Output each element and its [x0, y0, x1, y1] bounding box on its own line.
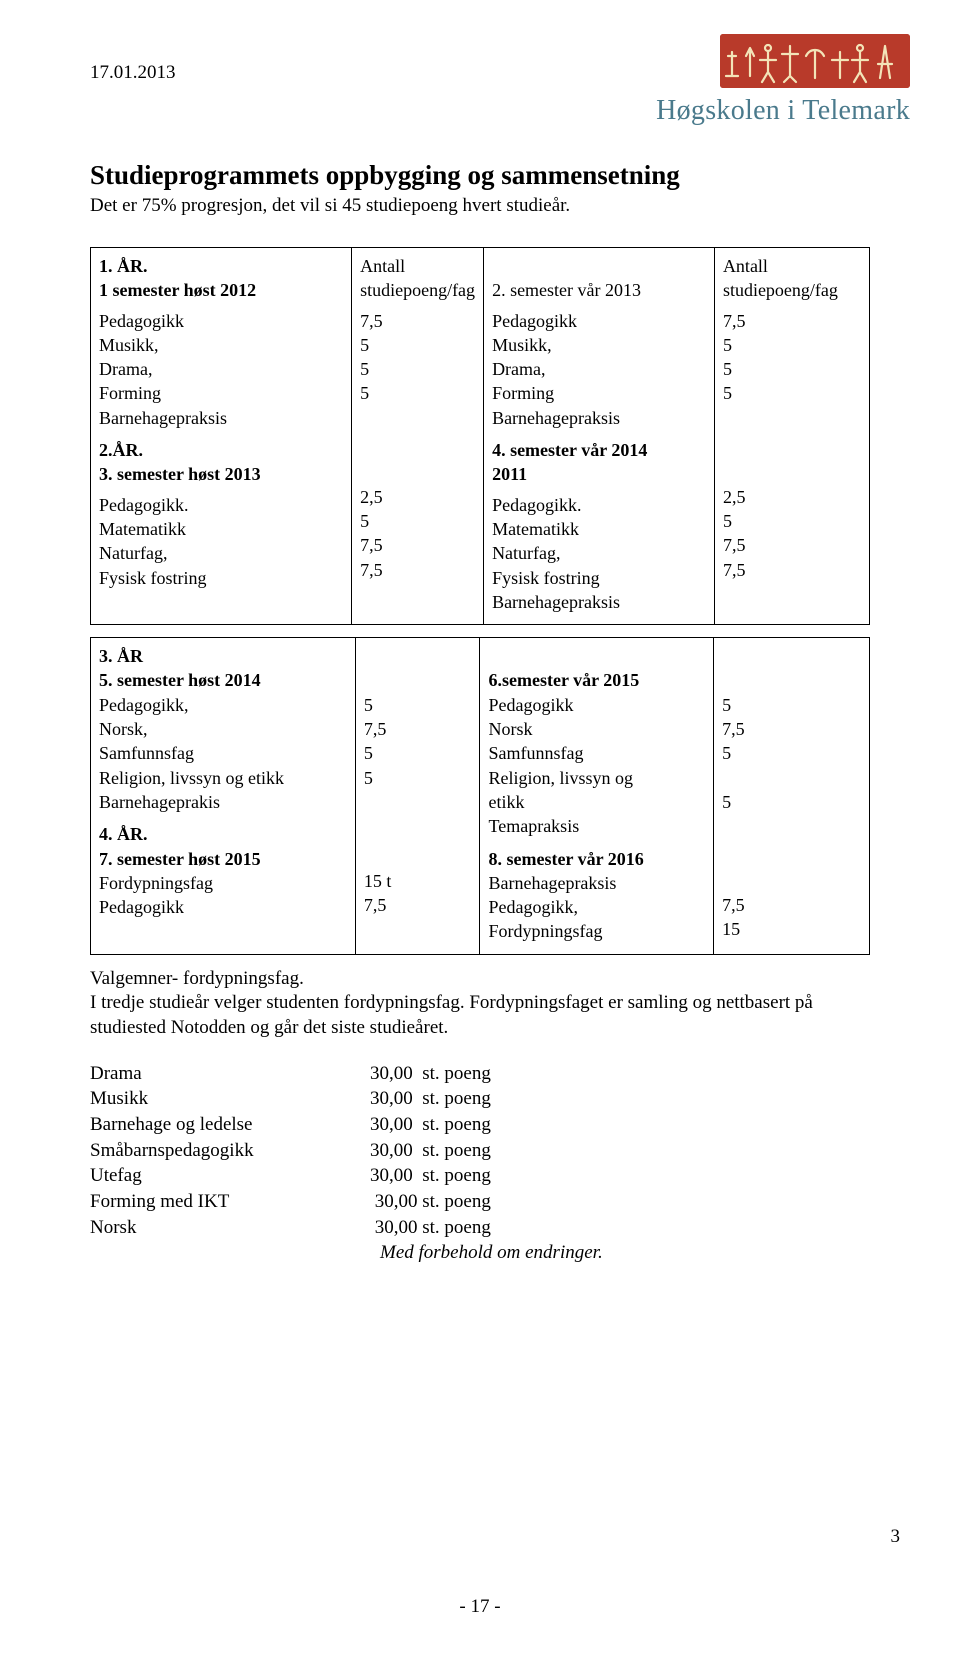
cell-body: 57,55 5	[722, 693, 861, 814]
page-number-inner: 3	[891, 1526, 901, 1548]
cell-spacer	[360, 412, 475, 485]
cell-head: 6.semester vår 2015	[488, 668, 705, 692]
credit-points: 30,00 st. poeng	[370, 1086, 501, 1112]
cell-head: 8. semester vår 2016	[488, 847, 705, 871]
table-cell: 57,555 15 t7,5	[355, 638, 480, 955]
credit-name: Småbarnspedagogikk	[90, 1138, 370, 1164]
credit-name: Drama	[90, 1061, 370, 1087]
table-cell: 3. ÅR5. semester høst 2014 Pedagogikk,No…	[91, 638, 356, 955]
table-cell: 1. ÅR.1 semester høst 2012 PedagogikkMus…	[91, 248, 352, 625]
cell-head: 4. ÅR.7. semester høst 2015	[99, 822, 347, 871]
cell-body: BarnehagepraksisPedagogikk,Fordypningsfa…	[488, 871, 705, 944]
credit-points: 30,00 st. poeng	[370, 1189, 501, 1215]
cell-body: Pedagogikk.MatematikkNaturfag,Fysisk fos…	[492, 493, 706, 614]
credit-points: 30,00 st. poeng	[370, 1061, 501, 1087]
table-row: Musikk30,00 st. poeng	[90, 1086, 501, 1112]
table-cell: Antallstudiepoeng/fag 7,5555 2,557,57,5	[714, 248, 869, 625]
table-cell: 57,55 5 7,515	[714, 638, 870, 955]
cell-body: 7,5555	[360, 309, 475, 406]
program-table-1: 1. ÅR.1 semester høst 2012 PedagogikkMus…	[90, 247, 870, 625]
page-subtitle: Det er 75% progresjon, det vil si 45 stu…	[90, 195, 870, 217]
cell-body: 57,555	[364, 693, 472, 790]
cell-head: 1. ÅR.1 semester høst 2012	[99, 254, 343, 303]
cell-body: PedagogikkMusikk,Drama,FormingBarnehagep…	[492, 309, 706, 430]
valgemner-paragraph: Valgemner- fordypningsfag.I tredje studi…	[90, 967, 870, 1041]
cell-spacer	[364, 644, 472, 693]
table-row: Forming med IKT 30,00 st. poeng	[90, 1189, 501, 1215]
cell-spacer	[488, 644, 705, 668]
table-row: Barnehage og ledelse30,00 st. poeng	[90, 1112, 501, 1138]
page-title: Studieprogrammets oppbygging og sammense…	[90, 160, 870, 191]
table-cell: Antallstudiepoeng/fag 7,5555 2,557,57,5	[352, 248, 484, 625]
institution-logo: Høgskolen i Telemark	[656, 34, 910, 127]
document-date: 17.01.2013	[90, 62, 176, 84]
cell-spacer	[364, 796, 472, 869]
table-row: Småbarnspedagogikk30,00 st. poeng	[90, 1138, 501, 1164]
cell-head: 3. ÅR5. semester høst 2014	[99, 644, 347, 693]
cell-body: PedagogikkNorskSamfunnsfagReligion, livs…	[488, 693, 705, 839]
logo-frieze-icon	[720, 34, 910, 88]
credit-points: 30,00 st. poeng	[370, 1112, 501, 1138]
cell-spacer	[722, 644, 861, 693]
credit-name: Musikk	[90, 1086, 370, 1112]
page: 17.01.2013	[0, 0, 960, 1658]
cell-body: PedagogikkMusikk,Drama,FormingBarnehagep…	[99, 309, 343, 430]
cell-body: 15 t7,5	[364, 869, 472, 918]
credit-points: 30,00 st. poeng	[370, 1138, 501, 1164]
institution-name: Høgskolen i Telemark	[656, 95, 910, 127]
program-table-2: 3. ÅR5. semester høst 2014 Pedagogikk,No…	[90, 637, 870, 955]
cell-spacer	[723, 412, 861, 485]
cell-head: 2.ÅR.3. semester høst 2013	[99, 438, 343, 487]
credit-name: Norsk	[90, 1215, 370, 1241]
cell-head: 2. semester vår 2013	[492, 254, 706, 303]
cell-body: Pedagogikk.MatematikkNaturfag,Fysisk fos…	[99, 493, 343, 590]
table-cell: 2. semester vår 2013 PedagogikkMusikk,Dr…	[484, 248, 715, 625]
disclaimer: Med forbehold om endringer.	[90, 1242, 870, 1264]
cell-body: 2,557,57,5	[723, 485, 861, 582]
cell-spacer	[722, 820, 861, 869]
table-row: Utefag30,00 st. poeng	[90, 1163, 501, 1189]
table-cell: 6.semester vår 2015 PedagogikkNorskSamfu…	[480, 638, 714, 955]
cell-head: Antallstudiepoeng/fag	[360, 254, 475, 303]
credit-name: Forming med IKT	[90, 1189, 370, 1215]
cell-head: Antallstudiepoeng/fag	[723, 254, 861, 303]
table-row: Drama30,00 st. poeng	[90, 1061, 501, 1087]
cell-body: 7,5555	[723, 309, 861, 406]
cell-body: 2,557,57,5	[360, 485, 475, 582]
page-number-footer: - 17 -	[0, 1596, 960, 1618]
cell-body: Pedagogikk,Norsk,SamfunnsfagReligion, li…	[99, 693, 347, 814]
table-row: Norsk 30,00 st. poeng	[90, 1215, 501, 1241]
cell-body: FordypningsfagPedagogikk	[99, 871, 347, 920]
credit-points: 30,00 st. poeng	[370, 1163, 501, 1189]
credit-name: Utefag	[90, 1163, 370, 1189]
cell-body: 7,515	[722, 869, 861, 942]
credit-points: 30,00 st. poeng	[370, 1215, 501, 1241]
credits-table: Drama30,00 st. poengMusikk30,00 st. poen…	[90, 1061, 501, 1240]
cell-head: 4. semester vår 20142011	[492, 438, 706, 487]
credit-name: Barnehage og ledelse	[90, 1112, 370, 1138]
